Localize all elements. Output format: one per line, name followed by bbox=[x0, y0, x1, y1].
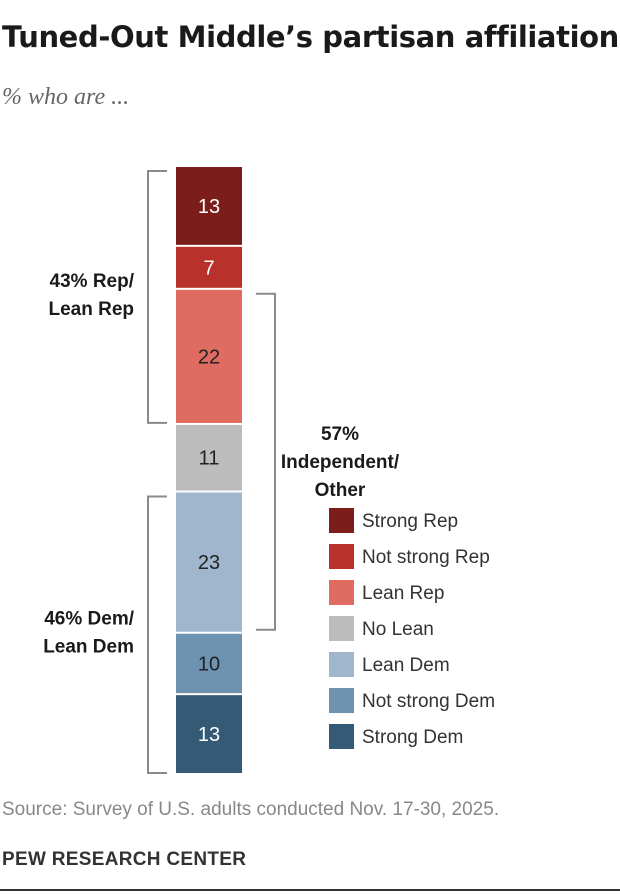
bracket-label-line: Independent/ bbox=[281, 452, 400, 473]
organization-name: PEW RESEARCH CENTER bbox=[2, 849, 247, 870]
data-label-not-strong-rep: 7 bbox=[203, 257, 214, 279]
legend-item-strong-dem: Strong Dem bbox=[329, 724, 463, 749]
legend-item-not-strong-dem: Not strong Dem bbox=[329, 688, 495, 713]
data-label-not-strong-dem: 10 bbox=[198, 653, 220, 675]
bracket-label-line: Lean Rep bbox=[48, 299, 134, 320]
bracket-label-line: 46% Dem/ bbox=[44, 609, 134, 630]
bracket-line bbox=[256, 292, 276, 631]
chart-subtitle: % who are ... bbox=[2, 84, 130, 110]
legend: Strong Rep Not strong Rep Lean Rep No Lean L… bbox=[329, 508, 495, 749]
bar-segment-lean-rep bbox=[176, 289, 242, 423]
stacked-bar-chart: 13 7 22 11 23 10 13 43% Rep/Lean Rep 46% Dem/Le… bbox=[43, 167, 495, 774]
data-label-lean-dem: 23 bbox=[198, 552, 220, 574]
bracket-line bbox=[147, 495, 167, 774]
bracket-line bbox=[147, 170, 167, 424]
bracket-1: 43% Rep/Lean Rep bbox=[48, 170, 167, 424]
bar-segment-not-strong-dem bbox=[176, 633, 242, 694]
bracket-3: 57% Independent/Other bbox=[256, 292, 400, 631]
legend-swatch bbox=[329, 580, 354, 605]
legend-item-not-strong-rep: Not strong Rep bbox=[329, 544, 490, 569]
chart-title: Tuned-Out Middle’s partisan affiliation bbox=[2, 20, 619, 54]
legend-label: Strong Dem bbox=[362, 727, 463, 748]
bracket-label-line: Lean Dem bbox=[43, 637, 134, 658]
legend-swatch bbox=[329, 724, 354, 749]
legend-label: Not strong Rep bbox=[362, 547, 490, 568]
bar-segment-lean-dem bbox=[176, 492, 242, 632]
data-label-lean-rep: 22 bbox=[198, 346, 220, 368]
legend-swatch bbox=[329, 688, 354, 713]
bar-segments: 13 7 22 11 23 10 13 bbox=[176, 167, 242, 773]
legend-swatch bbox=[329, 616, 354, 641]
legend-label: Not strong Dem bbox=[362, 691, 495, 712]
bar-segment-strong-dem bbox=[176, 695, 242, 773]
bracket-label-line: 43% Rep/ bbox=[50, 271, 135, 292]
bracket-label-line: 57% bbox=[321, 424, 359, 445]
legend-item-lean-rep: Lean Rep bbox=[329, 580, 444, 605]
bar-segment-strong-rep bbox=[176, 167, 242, 245]
group-brackets: 43% Rep/Lean Rep 46% Dem/Lean Dem 57% Indep… bbox=[43, 170, 400, 774]
legend-swatch bbox=[329, 652, 354, 677]
legend-item-no-lean: No Lean bbox=[329, 616, 434, 641]
data-label-strong-rep: 13 bbox=[198, 196, 220, 218]
legend-swatch bbox=[329, 508, 354, 533]
data-label-strong-dem: 13 bbox=[198, 724, 220, 746]
bottom-rule bbox=[0, 889, 620, 891]
legend-item-lean-dem: Lean Dem bbox=[329, 652, 450, 677]
legend-label: No Lean bbox=[362, 619, 434, 640]
source-note: Source: Survey of U.S. adults conducted … bbox=[2, 799, 500, 820]
legend-label: Strong Rep bbox=[362, 511, 458, 532]
bar-segment-no-lean bbox=[176, 424, 242, 491]
bracket-label-line: Other bbox=[315, 480, 366, 501]
legend-swatch bbox=[329, 544, 354, 569]
legend-label: Lean Dem bbox=[362, 655, 450, 676]
data-label-no-lean: 11 bbox=[199, 448, 220, 470]
bar-segment-not-strong-rep bbox=[176, 246, 242, 288]
legend-item-strong-rep: Strong Rep bbox=[329, 508, 458, 533]
legend-label: Lean Rep bbox=[362, 583, 444, 604]
bracket-2: 46% Dem/Lean Dem bbox=[43, 495, 167, 774]
